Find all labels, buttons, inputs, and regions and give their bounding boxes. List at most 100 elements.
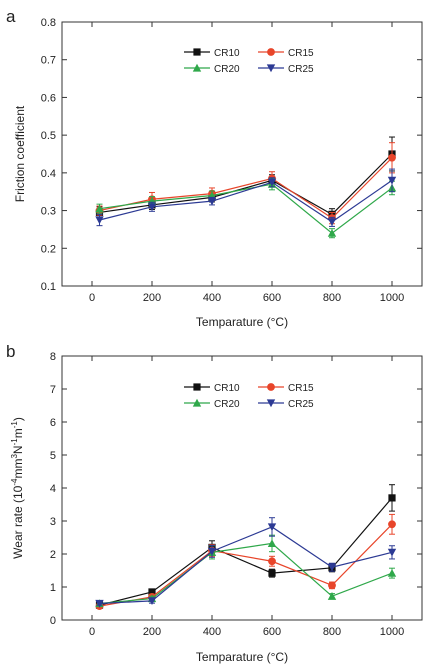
panel-a-series-line-cr15: [99, 157, 393, 219]
panel-b-legend-item-cr10: CR10: [184, 383, 240, 394]
panel-b-legend-label: CR15: [288, 383, 314, 394]
panel-b-legend-marker-cr25: [266, 399, 276, 408]
panel-b-data-point-cr20: [267, 539, 277, 548]
panel-b-plot-frame: [61, 355, 423, 621]
panel-a-legend-item-cr25: CR25: [258, 64, 314, 75]
panel-b-series-line-cr15: [99, 523, 393, 607]
panel-b-y-tick-label: 2: [50, 549, 56, 561]
panel-b-y-label-part-3: 3: [10, 454, 19, 459]
panel-b-data-point-cr25: [207, 547, 217, 556]
panel-a-chart: a 0.1 0.2 0.3 0.4 0.5 0.6 0.7 0.8 0 200 400 600 800 1…: [6, 7, 423, 329]
panel-a-legend-marker-cr15: [267, 48, 275, 56]
panel-a-series-line-cr10: [99, 153, 393, 216]
panel-a-series: [95, 136, 397, 239]
panel-b-data-point-cr15: [268, 557, 276, 566]
panel-b-x-axis-label: Temparature (°C): [196, 650, 288, 664]
panel-a-y-axis-label: Friction coefficient: [13, 105, 27, 202]
panel-b-legend-label: CR10: [214, 383, 240, 394]
panel-b-data-point-cr10: [148, 588, 156, 596]
panel-b-y-tick-label: 5: [50, 450, 56, 462]
panel-b-legend-marker-cr20: [192, 398, 202, 407]
panel-b-y-label-part-0: Wear rate (10: [11, 485, 25, 558]
panel-a-legend-item-cr10: CR10: [184, 48, 240, 59]
panel-b-chart: b 0 1 2 3 4 5 6 7 8 0 200 400 600 800 1000 CR10 CR15 CR2…: [6, 342, 423, 664]
panel-b-y-label-part-1: -4: [10, 478, 19, 486]
panel-b-series-cr25: [95, 517, 397, 608]
panel-b-data-point-cr25: [95, 599, 104, 608]
panel-a-data-point-cr15: [388, 153, 396, 162]
panel-b-series-line-cr25: [99, 526, 393, 605]
panel-a-series-line-cr25: [99, 179, 393, 223]
panel-a-y-tick-label: 0.1: [41, 281, 56, 293]
panel-a-plot-frame: [61, 21, 423, 287]
panel-b-y-tick-label: 4: [50, 483, 56, 495]
panel-a-data-point-cr20: [147, 196, 157, 205]
panel-a-data-point-cr25: [95, 216, 104, 225]
panel-b-x-tick-label: 400: [203, 626, 221, 638]
panel-a-x-tick-label: 600: [263, 292, 281, 304]
panel-b-legend-marker-cr15: [267, 383, 275, 391]
panel-b-legend: CR10 CR15 CR20 CR25: [184, 383, 314, 410]
panel-a-ticks: 0.1 0.2 0.3 0.4 0.5 0.6 0.7 0.8 0 200 400 600 800 100…: [41, 17, 422, 304]
panel-b-y-label-part-8: ): [11, 417, 25, 421]
panel-b-legend-label: CR20: [214, 399, 240, 410]
panel-b-data-point-cr10: [268, 569, 276, 577]
panel-a-y-tick-label: 0.2: [41, 243, 56, 255]
panel-a-data-point-cr25: [387, 176, 397, 185]
panel-b-data-point-cr20: [387, 568, 397, 577]
panel-a-x-tick-label: 1000: [380, 292, 404, 304]
panel-b-data-point-cr10: [388, 494, 396, 502]
panel-b-legend-marker-cr10: [193, 383, 201, 391]
panel-a-y-tick-label: 0.6: [41, 92, 56, 104]
panel-a-label: a: [6, 7, 16, 26]
panel-a-legend-item-cr20: CR20: [184, 63, 240, 75]
panel-a-data-point-cr25: [207, 197, 217, 206]
panel-b-x-tick-label: 600: [263, 626, 281, 638]
panel-a-data-point-cr20: [327, 229, 337, 237]
panel-b-y-tick-label: 6: [50, 417, 56, 429]
panel-a-y-tick-label: 0.7: [41, 55, 56, 67]
panel-b-y-label-part-5: -1: [10, 438, 19, 446]
panel-b-x-tick-label: 800: [323, 626, 341, 638]
panel-b-data-point-cr20: [327, 592, 337, 600]
panel-b-y-axis-label: Wear rate (10-4mm3N-1m-1): [10, 417, 25, 559]
panel-b-series-cr10: [95, 484, 396, 609]
panel-b-legend-label: CR25: [288, 399, 314, 410]
panel-b-data-point-cr15: [388, 520, 396, 529]
panel-a-x-tick-label: 0: [89, 292, 95, 304]
panel-b-y-tick-label: 7: [50, 384, 56, 396]
panel-b-y-label-part-6: m: [11, 428, 25, 438]
panel-a-x-axis-label: Temparature (°C): [196, 315, 288, 329]
panel-b-legend-item-cr15: CR15: [258, 383, 314, 394]
panel-b-series-line-cr20: [99, 542, 393, 605]
panel-b-y-tick-label: 8: [50, 351, 56, 363]
panel-b-data-point-cr25: [387, 548, 397, 557]
panel-b-data-point-cr15: [328, 581, 336, 590]
panel-a-x-tick-label: 200: [143, 292, 161, 304]
panel-a-y-tick-label: 0.3: [41, 206, 56, 218]
panel-a-y-tick-label: 0.8: [41, 17, 56, 29]
panel-b-legend-item-cr25: CR25: [258, 399, 314, 410]
panel-a-legend-marker-cr10: [193, 48, 201, 56]
panel-b-data-point-cr25: [267, 523, 277, 532]
panel-a-series-line-cr20: [99, 183, 393, 234]
panel-b-series-line-cr10: [99, 497, 393, 606]
panel-b-label: b: [6, 342, 15, 361]
panel-a-series-cr25: [95, 168, 397, 227]
panel-b-ticks: 0 1 2 3 4 5 6 7 8 0 200 400 600 800 1000: [50, 351, 422, 638]
panel-b-y-label-part-7: -1: [10, 421, 19, 429]
panel-a-legend-label: CR10: [214, 48, 240, 59]
panel-b-y-tick-label: 3: [50, 516, 56, 528]
panel-a-x-tick-label: 800: [323, 292, 341, 304]
panel-b-y-label-part-2: mm: [11, 459, 25, 479]
panel-b-data-point-cr25: [147, 597, 157, 606]
panel-b-series: [95, 484, 397, 611]
panel-b-x-tick-label: 0: [89, 626, 95, 638]
panel-a-data-point-cr25: [147, 203, 157, 211]
panel-b-y-tick-label: 1: [50, 582, 56, 594]
panel-a-data-point-cr20: [95, 204, 104, 213]
panel-b-y-label-part-4: N: [11, 445, 25, 454]
panel-a-series-cr10: [95, 136, 396, 221]
panel-a-legend-label: CR25: [288, 64, 314, 75]
